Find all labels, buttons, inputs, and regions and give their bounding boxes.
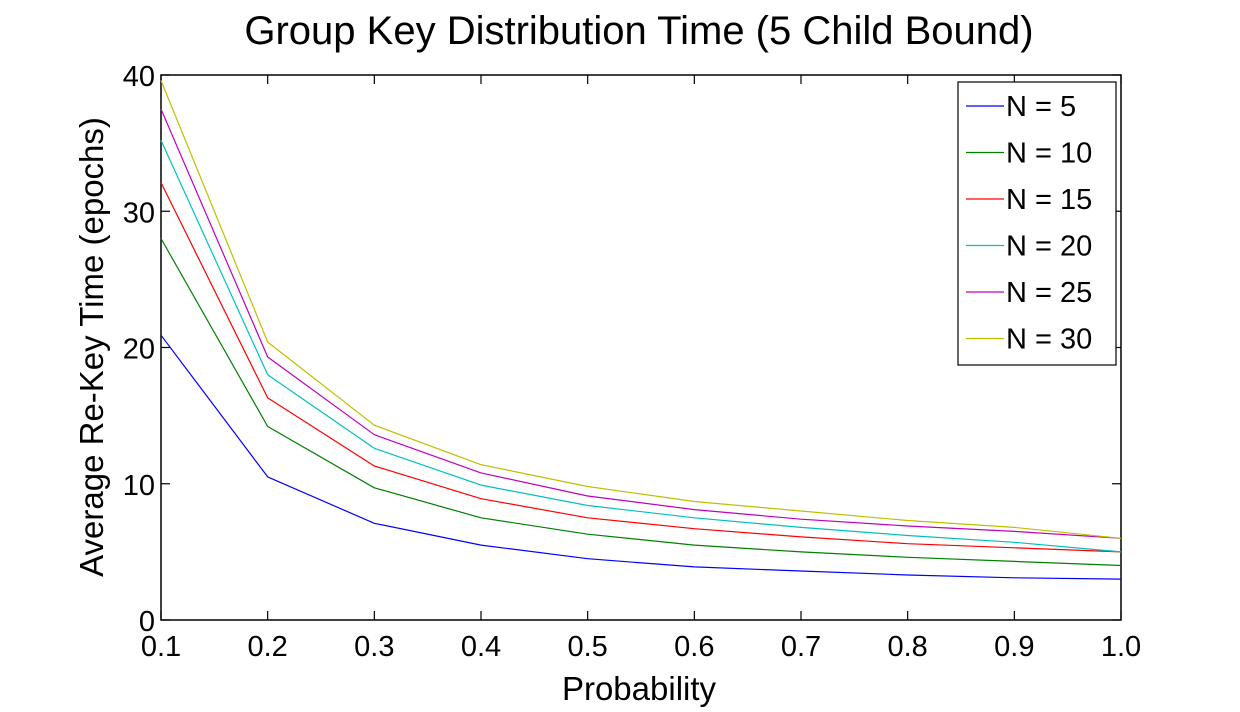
y-tick-label: 10: [123, 470, 155, 502]
x-tick-label: 1.0: [1101, 631, 1141, 663]
series-lines: [160, 80, 1122, 580]
axis-ticks: 0.1 0.2 0.3 0.4 0.5 0.6 0.7 0.8 0.9 1.0 0 10 20 30 40: [123, 61, 1141, 663]
legend-label: N = 30: [1006, 324, 1092, 356]
series-line-n25: [160, 108, 1122, 539]
x-tick-label: 0.6: [674, 631, 714, 663]
legend-label: N = 5: [1006, 91, 1076, 123]
x-axis-label: Probability: [562, 670, 717, 707]
series-line-n30: [160, 80, 1122, 539]
series-line-n10: [160, 238, 1122, 567]
x-tick-label: 0.1: [141, 631, 181, 663]
series-line-n5: [160, 334, 1122, 580]
x-tick-label: 0.5: [568, 631, 608, 663]
x-tick-label: 0.9: [994, 631, 1034, 663]
y-axis-label: Average Re-Key Time (epochs): [73, 117, 110, 577]
y-tick-label: 40: [123, 61, 155, 93]
chart-title: Group Key Distribution Time (5 Child Bou…: [244, 9, 1033, 53]
x-tick-label: 0.2: [248, 631, 288, 663]
x-tick-label: 0.7: [781, 631, 821, 663]
legend-box: [957, 81, 1117, 366]
x-tick-label: 0.3: [354, 631, 394, 663]
y-tick-label: 30: [123, 197, 155, 229]
legend: N = 5 N = 10 N = 15 N = 20 N = 25 N = 30: [957, 81, 1117, 366]
legend-label: N = 25: [1006, 277, 1092, 309]
y-tick-label: 0: [139, 606, 155, 638]
x-tick-label: 0.8: [888, 631, 928, 663]
legend-label: N = 20: [1006, 231, 1092, 263]
y-tick-label: 20: [123, 334, 155, 366]
legend-label: N = 10: [1006, 138, 1092, 170]
legend-label: N = 15: [1006, 184, 1092, 216]
series-line-n15: [160, 182, 1122, 553]
x-tick-label: 0.4: [461, 631, 501, 663]
series-line-n20: [160, 140, 1122, 553]
